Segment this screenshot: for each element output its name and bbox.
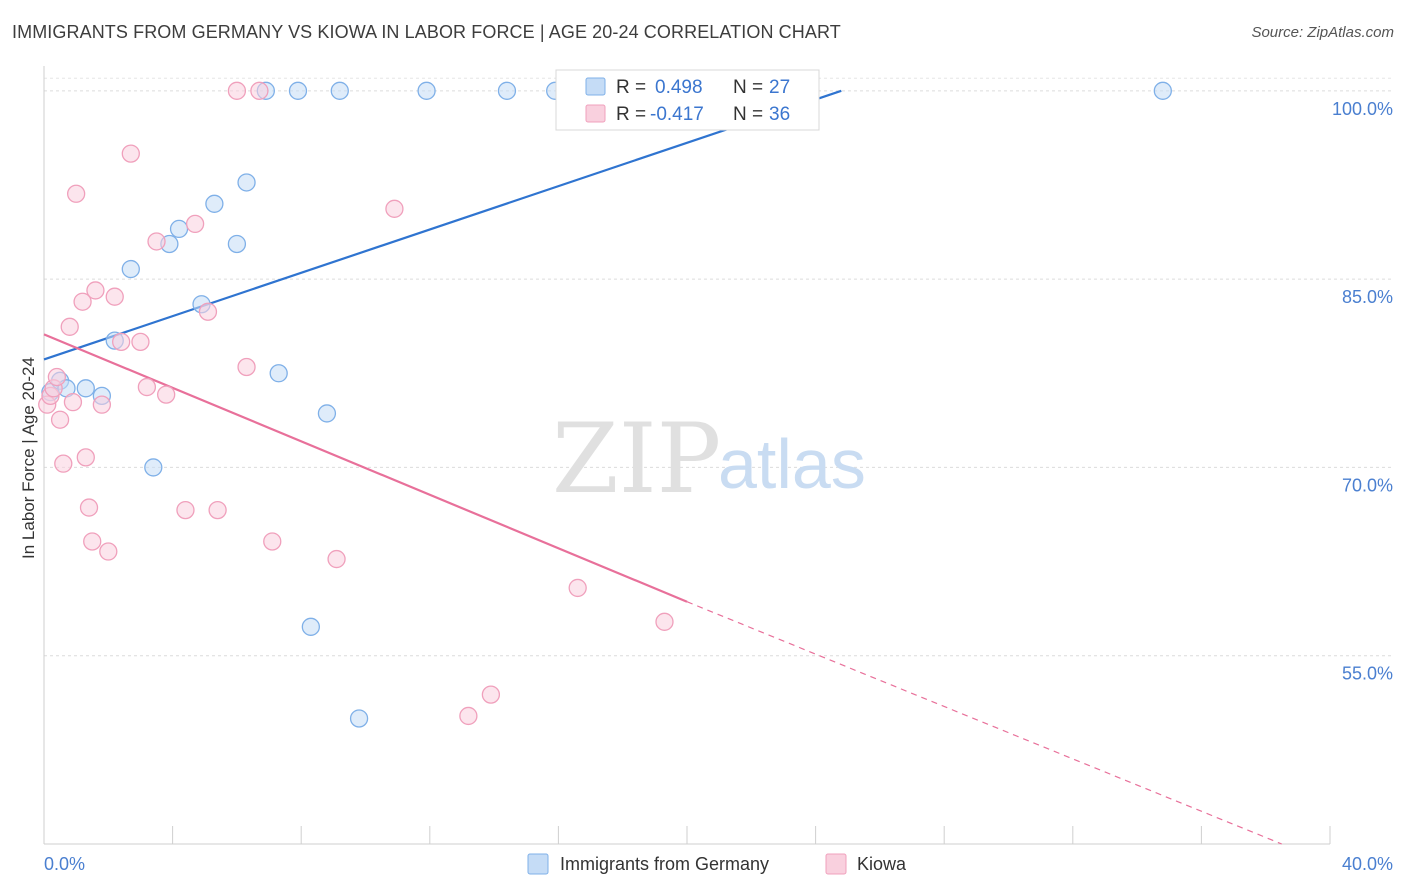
stats-r-value-germany: 0.498 bbox=[655, 77, 703, 98]
trend-line-0 bbox=[43, 89, 842, 361]
stats-box: R = 0.498 N = 27 R = -0.417 N = 36 bbox=[555, 69, 820, 131]
point-germany bbox=[121, 259, 140, 279]
trend-lines bbox=[43, 89, 1283, 845]
stats-r-value-kiowa: -0.417 bbox=[650, 104, 704, 125]
stats-n-value-kiowa: 36 bbox=[769, 104, 790, 125]
point-kiowa bbox=[137, 377, 157, 397]
x-tick-labels: 0.0% 40.0% bbox=[44, 854, 1393, 874]
point-kiowa bbox=[121, 144, 140, 163]
point-kiowa bbox=[76, 448, 95, 467]
point-kiowa bbox=[60, 317, 79, 336]
point-kiowa bbox=[208, 500, 227, 520]
y-tick-label: 100.0% bbox=[1332, 99, 1393, 119]
y-tick-label: 55.0% bbox=[1342, 664, 1393, 684]
y-tick-label: 70.0% bbox=[1342, 475, 1393, 495]
watermark-zip: ZIP bbox=[552, 403, 721, 515]
watermark-atlas: atlas bbox=[718, 425, 866, 503]
point-kiowa bbox=[459, 706, 478, 726]
point-kiowa bbox=[185, 214, 205, 234]
point-kiowa bbox=[99, 542, 118, 561]
legend-swatch-kiowa bbox=[825, 853, 847, 875]
point-kiowa bbox=[263, 532, 282, 551]
point-kiowa bbox=[655, 612, 674, 631]
point-kiowa bbox=[157, 385, 176, 404]
x-tick-label-min: 0.0% bbox=[44, 854, 85, 874]
point-kiowa bbox=[47, 367, 67, 387]
watermark: ZIP atlas bbox=[552, 403, 866, 515]
point-germany bbox=[269, 364, 288, 383]
point-kiowa bbox=[385, 199, 404, 218]
point-germany bbox=[301, 617, 320, 636]
point-kiowa bbox=[86, 281, 105, 300]
point-germany bbox=[417, 81, 436, 100]
stats-n-value-germany: 27 bbox=[769, 77, 790, 98]
point-kiowa bbox=[83, 532, 102, 551]
point-kiowa bbox=[131, 332, 150, 352]
trend-line-dashed-1 bbox=[686, 601, 1283, 845]
y-tick-label: 85.0% bbox=[1342, 287, 1393, 307]
stats-swatch-kiowa bbox=[585, 104, 606, 123]
point-kiowa bbox=[568, 578, 587, 598]
source-credit: Source: ZipAtlas.com bbox=[1251, 24, 1394, 41]
point-kiowa bbox=[327, 549, 346, 569]
point-kiowa bbox=[237, 357, 256, 377]
stats-n-label-germany: N = bbox=[733, 77, 763, 98]
data-points bbox=[38, 81, 1172, 728]
point-kiowa bbox=[227, 81, 247, 100]
point-kiowa bbox=[92, 395, 112, 414]
point-kiowa bbox=[79, 498, 99, 517]
point-kiowa bbox=[481, 685, 501, 704]
point-germany bbox=[144, 458, 163, 477]
point-kiowa bbox=[73, 292, 92, 311]
point-germany bbox=[317, 404, 337, 423]
point-kiowa bbox=[176, 500, 195, 520]
y-axis-title: In Labor Force | Age 20-24 bbox=[19, 357, 38, 559]
point-kiowa bbox=[63, 392, 83, 412]
point-germany bbox=[237, 173, 256, 192]
stats-r-label-germany: R = bbox=[616, 77, 646, 98]
point-germany bbox=[205, 194, 224, 213]
legend-label-kiowa: Kiowa bbox=[857, 854, 907, 874]
point-germany bbox=[349, 709, 369, 728]
point-kiowa bbox=[250, 81, 269, 100]
stats-r-label-kiowa: R = bbox=[616, 104, 646, 125]
legend-swatch-germany bbox=[527, 853, 549, 875]
point-germany bbox=[330, 81, 349, 100]
point-germany bbox=[288, 81, 308, 100]
point-germany bbox=[227, 234, 247, 254]
point-kiowa bbox=[67, 184, 86, 203]
point-kiowa bbox=[105, 287, 124, 306]
point-kiowa bbox=[112, 332, 131, 352]
point-kiowa bbox=[198, 302, 218, 321]
x-tick-label-max: 40.0% bbox=[1342, 854, 1393, 874]
point-germany bbox=[76, 379, 95, 398]
axes bbox=[43, 66, 1331, 845]
chart-title: IMMIGRANTS FROM GERMANY VS KIOWA IN LABO… bbox=[12, 22, 841, 42]
legend: Immigrants from Germany Kiowa bbox=[527, 853, 907, 875]
point-germany bbox=[169, 219, 189, 239]
point-kiowa bbox=[147, 232, 166, 251]
trend-line-1 bbox=[43, 333, 688, 603]
point-kiowa bbox=[54, 454, 73, 473]
stats-n-label-kiowa: N = bbox=[733, 104, 763, 125]
y-tick-labels: 100.0% 85.0% 70.0% 55.0% bbox=[1332, 99, 1393, 684]
legend-label-germany: Immigrants from Germany bbox=[560, 854, 769, 874]
point-kiowa bbox=[50, 410, 70, 429]
point-germany bbox=[1153, 81, 1172, 100]
point-germany bbox=[497, 81, 517, 100]
stats-swatch-germany bbox=[585, 77, 606, 96]
